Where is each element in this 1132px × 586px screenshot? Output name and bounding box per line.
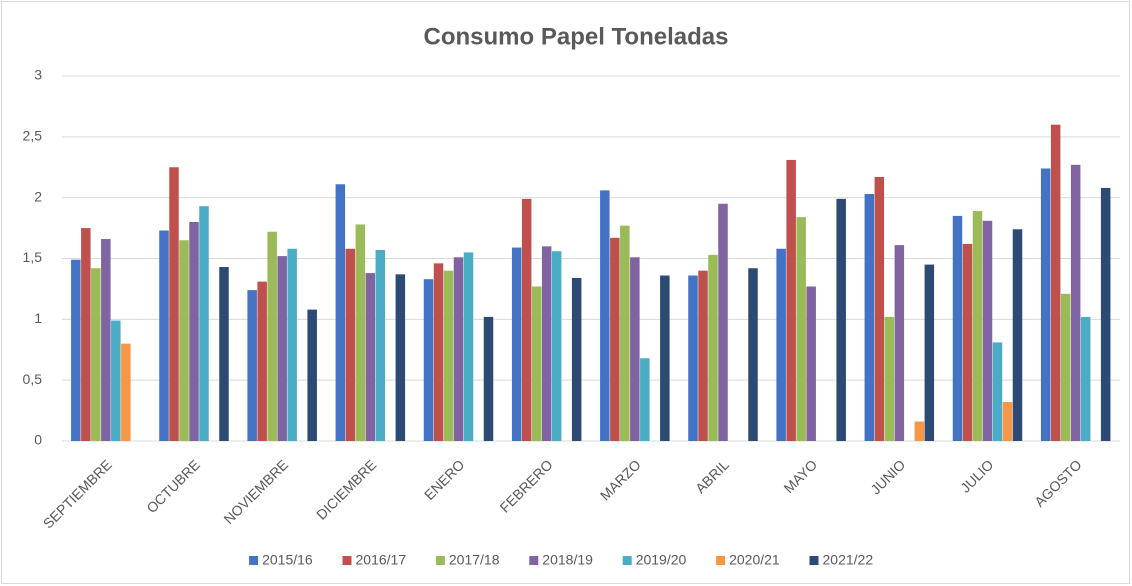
bar <box>1080 316 1091 441</box>
chart-title: Consumo Papel Toneladas <box>424 23 729 50</box>
bar <box>121 343 131 441</box>
legend-swatch <box>716 556 726 565</box>
legend-label: 2019/20 <box>636 552 687 568</box>
bar <box>952 215 963 441</box>
bar <box>1070 164 1081 442</box>
legend-label: 2016/17 <box>356 552 407 568</box>
legend-swatch <box>529 556 539 565</box>
bar <box>718 203 728 441</box>
bar <box>219 267 229 441</box>
bar <box>1002 402 1013 441</box>
bar <box>483 316 494 441</box>
bar <box>375 249 386 441</box>
legend-label: 2015/16 <box>262 552 313 568</box>
bar <box>189 222 199 441</box>
bar <box>423 279 434 441</box>
bar <box>688 275 698 441</box>
y-tick-label: 1 <box>34 310 42 326</box>
bar <box>796 217 806 441</box>
bar <box>101 239 111 441</box>
legend-label: 2018/19 <box>542 552 593 568</box>
bar <box>748 268 758 441</box>
bar <box>914 421 925 441</box>
y-tick-label: 1,5 <box>23 249 43 265</box>
bar <box>433 263 444 441</box>
bar <box>620 225 630 441</box>
bar <box>864 194 875 441</box>
bar <box>836 198 846 441</box>
bar <box>640 358 650 441</box>
bar <box>395 274 406 441</box>
bar <box>91 268 101 441</box>
bar <box>874 176 885 441</box>
legend-label: 2017/18 <box>449 552 500 568</box>
bar <box>924 264 935 441</box>
bar <box>463 252 474 441</box>
bar <box>894 245 905 441</box>
bar <box>179 240 189 441</box>
bar <box>884 316 895 441</box>
bar <box>806 286 816 441</box>
legend-swatch <box>809 556 819 565</box>
bar <box>630 257 640 441</box>
bar <box>267 231 277 441</box>
y-tick-label: 0 <box>34 432 42 448</box>
bar <box>335 184 346 442</box>
legend-swatch <box>342 556 352 565</box>
bar <box>786 159 796 441</box>
bar <box>992 342 1003 441</box>
bar <box>1012 229 1023 441</box>
bar <box>277 256 287 441</box>
bar <box>610 237 620 441</box>
bar <box>1060 293 1071 441</box>
bar <box>962 243 973 441</box>
bar <box>1040 168 1051 441</box>
bar <box>982 220 993 441</box>
legend-label: 2020/21 <box>729 552 780 568</box>
bar <box>247 290 257 441</box>
bar <box>159 230 169 441</box>
bar <box>169 167 179 441</box>
legend-label: 2021/22 <box>823 552 874 568</box>
bar <box>287 248 297 441</box>
bar <box>521 198 532 441</box>
bar <box>307 309 317 441</box>
bar <box>199 206 209 441</box>
legend-swatch <box>622 556 632 565</box>
bar <box>453 257 464 441</box>
bar <box>698 270 708 441</box>
bar <box>660 275 670 441</box>
bar <box>600 190 610 441</box>
bar <box>531 286 542 441</box>
bar <box>551 251 562 441</box>
bar <box>1100 187 1111 441</box>
bar <box>571 277 582 441</box>
bar <box>776 248 786 441</box>
bar <box>1050 124 1061 442</box>
y-tick-label: 3 <box>34 67 42 83</box>
y-tick-label: 0,5 <box>23 371 43 387</box>
bar <box>972 211 983 441</box>
bar <box>257 281 267 441</box>
y-tick-label: 2 <box>34 188 42 204</box>
bar <box>345 248 356 441</box>
bar <box>443 270 454 441</box>
legend-swatch <box>249 556 259 565</box>
bar <box>708 254 718 441</box>
bar <box>81 228 91 441</box>
y-tick-label: 2,5 <box>23 128 43 144</box>
bar <box>111 320 121 441</box>
bar <box>541 246 552 441</box>
legend-swatch <box>435 556 445 565</box>
bar <box>355 224 366 441</box>
bar <box>511 247 522 441</box>
bar <box>71 259 81 441</box>
bar <box>365 273 376 441</box>
